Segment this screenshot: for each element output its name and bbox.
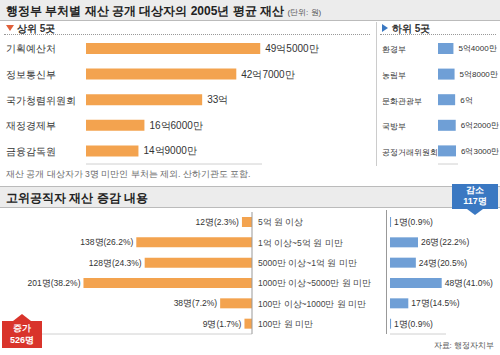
svg-text:문화관광부: 문화관광부 [382, 97, 422, 106]
svg-text:100만 원 미만: 100만 원 미만 [258, 319, 313, 329]
svg-text:6억: 6억 [460, 96, 472, 105]
svg-text:6억3000만: 6억3000만 [461, 147, 499, 156]
svg-text:17명(14.5%): 17명(14.5%) [411, 298, 459, 308]
svg-text:5억 원 이상: 5억 원 이상 [258, 217, 303, 227]
html-text:재산 공개 대상자가 3명 미만인 부처는 제외. 산하기관: 재산 공개 대상자가 3명 미만인 부처는 제외. 산하기관도 포함. [6, 169, 251, 179]
svg-text:6억2000만: 6억2000만 [461, 121, 499, 130]
svg-text:14억9000만: 14억9000만 [143, 145, 196, 156]
svg-text:42억7000만: 42억7000만 [241, 69, 294, 80]
svg-text:201명(38.2%): 201명(38.2%) [28, 278, 81, 288]
svg-text:5억8000만: 5억8000만 [460, 70, 498, 79]
svg-text:국방부: 국방부 [382, 122, 406, 131]
svg-text:금융감독원: 금융감독원 [6, 146, 56, 157]
svg-text:138명(26.2%): 138명(26.2%) [80, 237, 133, 247]
svg-text:1억 이상~5억 원 미만: 1억 이상~5억 원 미만 [258, 238, 343, 248]
svg-text:128명(24.3%): 128명(24.3%) [89, 258, 142, 268]
svg-text:33억: 33억 [207, 94, 228, 105]
svg-text:5000만 이상~1억 원 미만: 5000만 이상~1억 원 미만 [258, 258, 357, 268]
html-text:고위공직자 재산 증감 내용: 고위공직자 재산 증감 내용 [6, 191, 148, 205]
svg-text:12명(2.3%): 12명(2.3%) [195, 217, 239, 227]
html-text:자료: 행정자치부: 자료: 행정자치부 [433, 341, 494, 350]
svg-text:1명(0.9%): 1명(0.9%) [394, 319, 433, 329]
html-text:증가: 증가 [13, 323, 31, 333]
svg-text:기획예산처: 기획예산처 [6, 43, 56, 54]
svg-text:9명(1.7%): 9명(1.7%) [203, 319, 242, 329]
svg-text:100만 이상~1000만 원 미만: 100만 이상~1000만 원 미만 [258, 299, 366, 309]
html-text:526명: 526명 [10, 335, 34, 345]
svg-text:환경부: 환경부 [382, 45, 406, 54]
svg-text:48명(41.0%): 48명(41.0%) [445, 278, 493, 288]
svg-text:공정거래위원회: 공정거래위원회 [382, 148, 438, 157]
html-text:상위 5곳: 상위 5곳 [17, 23, 56, 34]
svg-text:38명(7.2%): 38명(7.2%) [174, 298, 218, 308]
svg-text:재정경제부: 재정경제부 [6, 120, 56, 131]
svg-text:1000만 이상~5000만 원 미만: 1000만 이상~5000만 원 미만 [258, 278, 371, 288]
svg-text:49억5000만: 49억5000만 [265, 43, 318, 54]
html-text:행정부 부처별 재산 공개 대상자의 2005년 평균 재산: 행정부 부처별 재산 공개 대상자의 2005년 평균 재산 (단위: 원) [6, 4, 322, 18]
svg-text:정보통신부: 정보통신부 [6, 69, 56, 80]
svg-text:26명(22.2%): 26명(22.2%) [421, 237, 469, 247]
html-text:감소: 감소 [466, 185, 484, 195]
svg-text:농림부: 농림부 [382, 71, 406, 80]
html-text:하위 5곳: 하위 5곳 [392, 23, 431, 34]
svg-text:국가청렴위원회: 국가청렴위원회 [6, 95, 76, 106]
html-text:117명: 117명 [463, 196, 487, 206]
svg-text:1명(0.9%): 1명(0.9%) [394, 217, 433, 227]
svg-text:5억4000만: 5억4000만 [458, 44, 496, 53]
svg-text:16억6000만: 16억6000만 [149, 120, 202, 131]
svg-text:24명(20.5%): 24명(20.5%) [419, 258, 467, 268]
